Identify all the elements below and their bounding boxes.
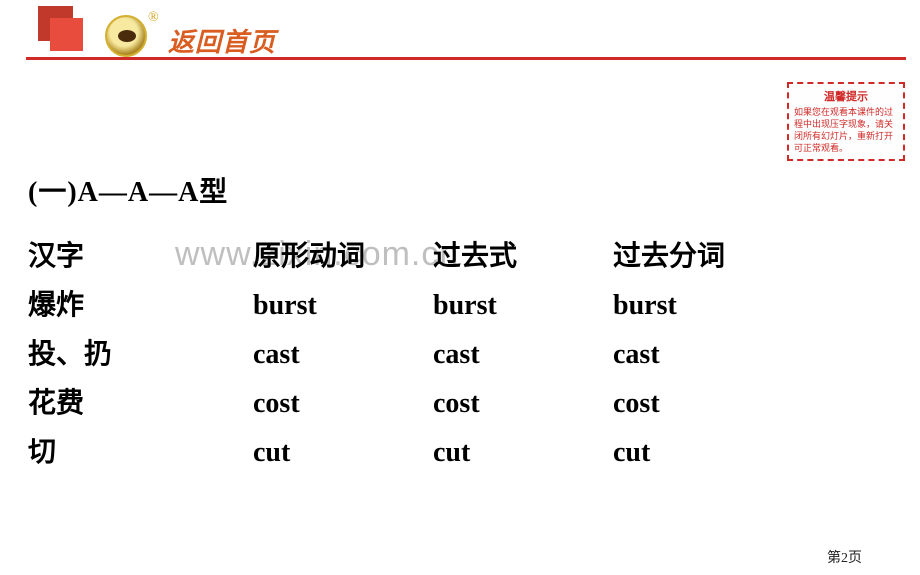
- cell-base: burst: [253, 281, 433, 330]
- cell-past: cut: [433, 428, 613, 477]
- verb-table: 汉字 原形动词 过去式 过去分词 爆炸 burst burst burst 投、…: [28, 232, 788, 477]
- cell-pp: burst: [613, 281, 773, 330]
- header-hanzi: 汉字: [28, 232, 253, 281]
- table-row: 爆炸 burst burst burst: [28, 281, 788, 330]
- cell-pp: cast: [613, 330, 773, 379]
- cell-pp: cut: [613, 428, 773, 477]
- cell-base: cost: [253, 379, 433, 428]
- cell-base: cut: [253, 428, 433, 477]
- header-pp: 过去分词: [613, 232, 773, 281]
- cell-hanzi: 切: [28, 428, 253, 477]
- table-row: 切 cut cut cut: [28, 428, 788, 477]
- hint-body: 如果您在观看本课件的过程中出现压字现象，请关闭所有幻灯片，重新打开可正常观看。: [794, 106, 898, 155]
- cell-past: burst: [433, 281, 613, 330]
- table-row: 投、扔 cast cast cast: [28, 330, 788, 379]
- logo-eye-icon: [105, 15, 147, 57]
- registered-mark: ®: [148, 10, 159, 26]
- cell-pp: cost: [613, 379, 773, 428]
- main-content: (一)A—A—A型 汉字 原形动词 过去式 过去分词 爆炸 burst burs…: [28, 170, 788, 477]
- cell-past: cost: [433, 379, 613, 428]
- cell-past: cast: [433, 330, 613, 379]
- header: ® 返回首页: [0, 0, 920, 62]
- header-base: 原形动词: [253, 232, 433, 281]
- cell-hanzi: 花费: [28, 379, 253, 428]
- header-row: 汉字 原形动词 过去式 过去分词: [28, 232, 788, 281]
- page-number: 第2页: [827, 547, 862, 567]
- cell-hanzi: 爆炸: [28, 281, 253, 330]
- hint-title: 温馨提示: [794, 88, 898, 104]
- table-row: 花费 cost cost cost: [28, 379, 788, 428]
- header-past: 过去式: [433, 232, 613, 281]
- hint-box: 温馨提示 如果您在观看本课件的过程中出现压字现象，请关闭所有幻灯片，重新打开可正…: [787, 82, 905, 161]
- cell-hanzi: 投、扔: [28, 330, 253, 379]
- square-front: [50, 18, 83, 51]
- home-link[interactable]: 返回首页: [168, 22, 276, 59]
- cell-base: cast: [253, 330, 433, 379]
- header-divider: [26, 57, 906, 60]
- brand-logo: [105, 15, 147, 57]
- section-title: (一)A—A—A型: [28, 170, 788, 210]
